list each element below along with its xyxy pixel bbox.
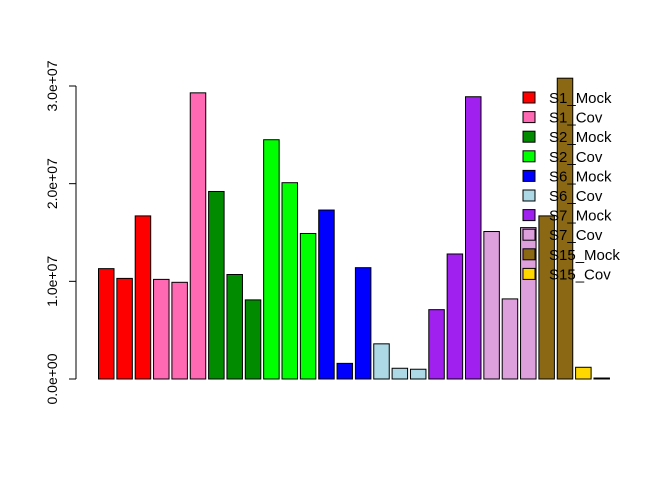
bar-s1-mock-3 [134, 215, 152, 380]
legend: S1_Mock S1_Cov S2_Mock S2_Cov S6_Mock S6_Cov S… [522, 90, 620, 283]
y-axis: 0.0e+00 1.0e+07 2.0e+07 3.0e+07 [44, 60, 77, 405]
legend-label-s7-mock: S7_Mock [549, 208, 612, 225]
legend-swatch-s2-cov [522, 150, 536, 163]
legend-label-s15-cov: S15_Cov [549, 266, 611, 283]
legend-swatch-s2-mock [522, 130, 536, 143]
legend-swatch-s7-cov [522, 228, 536, 241]
legend-label-s6-mock: S6_Mock [549, 168, 612, 185]
legend-label-s2-cov: S2_Cov [549, 149, 603, 166]
bar-s7-mock-2 [446, 253, 464, 380]
bar-s6-mock-1 [318, 209, 335, 380]
legend-swatch-s1-cov [522, 111, 536, 124]
legend-label-s6-cov: S6_Cov [549, 188, 603, 205]
bar-s7-mock-1 [428, 309, 445, 380]
bar-s2-cov-3 [299, 232, 317, 380]
bar-s7-cov-3 [520, 227, 537, 380]
y-tick-label: 0.0e+00 [44, 353, 60, 404]
legend-label-s1-cov: S1_Cov [549, 110, 603, 127]
legend-swatch-s6-mock [522, 169, 536, 182]
bars-group [98, 77, 610, 380]
legend-swatch-s15-mock [522, 248, 536, 261]
bar-s7-cov-1 [483, 231, 500, 380]
bar-s15-mock-1 [538, 215, 555, 380]
bar-s6-cov-1 [373, 343, 390, 380]
legend-label-s2-mock: S2_Mock [549, 129, 612, 146]
bar-s1-mock-2 [116, 277, 133, 380]
bar-s6-cov-2 [391, 367, 409, 380]
legend-label-s15-mock: S15_Mock [549, 247, 620, 264]
legend-swatch-s1-mock [522, 91, 536, 104]
bar-s1-mock-1 [98, 268, 115, 380]
bar-s15-cov-2 [593, 377, 610, 380]
bar-s15-mock-2 [556, 77, 574, 380]
bar-s6-cov-3 [409, 368, 427, 380]
bar-s7-cov-2 [501, 298, 519, 380]
bar-s15-cov-1 [575, 366, 592, 380]
y-tick-label: 3.0e+07 [44, 60, 60, 111]
bar-s1-cov-3 [189, 92, 207, 380]
legend-label-s1-mock: S1_Mock [549, 90, 612, 107]
bar-s1-cov-2 [171, 281, 188, 380]
legend-swatch-s15-cov [522, 267, 536, 280]
bar-s1-cov-1 [153, 278, 170, 380]
legend-swatch-s6-cov [522, 189, 536, 202]
bar-s7-mock-3 [465, 96, 482, 380]
y-tick-label: 2.0e+07 [44, 158, 60, 209]
legend-label-s7-cov: S7_Cov [549, 227, 603, 244]
bar-s2-cov-1 [263, 139, 280, 380]
legend-swatch-s7-mock [522, 209, 536, 222]
bar-s2-mock-3 [244, 299, 262, 380]
bar-s2-mock-1 [208, 190, 225, 380]
y-tick-label: 1.0e+07 [44, 256, 60, 307]
bar-s2-mock-2 [226, 274, 243, 380]
bar-s6-mock-2 [336, 362, 354, 380]
bar-s2-cov-2 [281, 182, 298, 380]
bar-s6-mock-3 [354, 267, 372, 380]
